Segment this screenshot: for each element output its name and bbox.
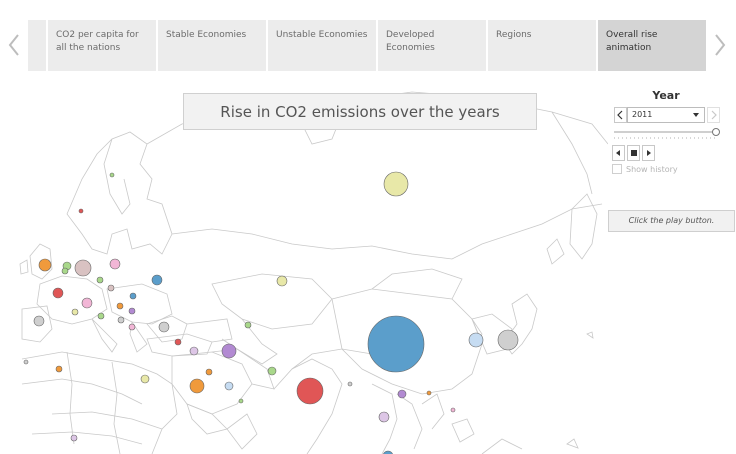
step-back-icon	[616, 150, 620, 156]
dashboard-tabs: CO2 per capita for all the nations Stabl…	[28, 20, 708, 71]
emission-bubble[interactable]	[70, 434, 78, 442]
emission-bubble[interactable]	[174, 338, 182, 346]
emission-bubble[interactable]	[61, 267, 69, 275]
play-button[interactable]	[642, 145, 655, 161]
tab-regions[interactable]: Regions	[488, 20, 596, 71]
stop-button[interactable]	[627, 145, 640, 161]
emission-bubble[interactable]	[189, 346, 199, 356]
emission-bubble[interactable]	[450, 407, 456, 413]
emission-bubble[interactable]	[140, 374, 150, 384]
tab-label: Regions	[496, 30, 532, 40]
emission-bubble[interactable]	[151, 274, 163, 286]
emission-bubble[interactable]	[109, 172, 115, 178]
tab-stable-economies[interactable]: Stable Economies	[158, 20, 266, 71]
emission-bubble[interactable]	[81, 297, 93, 309]
year-slider-track[interactable]	[614, 131, 715, 133]
emission-bubble[interactable]	[109, 258, 121, 270]
chevron-left-icon	[8, 34, 19, 56]
emission-bubble[interactable]	[55, 365, 63, 373]
step-back-button[interactable]	[612, 145, 625, 161]
tab-label: Unstable Economies	[276, 30, 368, 40]
emission-bubble[interactable]	[116, 302, 124, 310]
emission-bubble[interactable]	[383, 171, 409, 197]
tab-co2-per-capita[interactable]: CO2 per capita for all the nations	[48, 20, 156, 71]
caret-down-icon	[693, 113, 699, 117]
emission-bubble[interactable]	[296, 377, 324, 405]
emission-bubble[interactable]	[221, 343, 237, 359]
year-dropdown-value: 2011	[632, 110, 653, 119]
emission-bubble[interactable]	[383, 450, 393, 454]
emission-bubble[interactable]	[38, 258, 52, 272]
emission-bubble[interactable]	[267, 366, 277, 376]
next-dashboard-arrow[interactable]	[710, 30, 730, 60]
emission-bubble[interactable]	[33, 315, 45, 327]
tab-unstable-economies[interactable]: Unstable Economies	[268, 20, 376, 71]
year-dropdown[interactable]: 2011	[627, 107, 705, 123]
emission-bubble[interactable]	[205, 368, 213, 376]
emission-bubble[interactable]	[397, 389, 407, 399]
emission-bubble[interactable]	[468, 332, 484, 348]
emission-bubble[interactable]	[107, 284, 115, 292]
emission-bubble[interactable]	[78, 208, 84, 214]
stop-icon	[631, 150, 637, 156]
tab-label: Developed Economies	[386, 30, 435, 53]
year-slider-handle[interactable]	[712, 128, 720, 136]
emission-bubble[interactable]	[276, 275, 288, 287]
tab-label: Overall rise animation	[606, 30, 658, 53]
chevron-left-icon	[617, 110, 623, 120]
emission-bubble[interactable]	[128, 323, 136, 331]
show-history-label: Show history	[626, 164, 678, 174]
emission-bubble[interactable]	[74, 259, 92, 277]
tab-label: CO2 per capita for all the nations	[56, 30, 139, 53]
tab-overall-rise-animation[interactable]: Overall rise animation	[598, 20, 706, 71]
chevron-right-icon	[715, 34, 726, 56]
emission-bubble[interactable]	[426, 390, 432, 396]
emission-bubbles	[23, 171, 519, 454]
emission-bubble[interactable]	[189, 378, 205, 394]
emission-bubble[interactable]	[52, 287, 64, 299]
show-history-option[interactable]: Show history	[612, 164, 678, 174]
emission-bubble[interactable]	[347, 381, 353, 387]
year-next-button[interactable]	[707, 107, 720, 123]
emission-bubble[interactable]	[97, 312, 105, 320]
emission-bubble[interactable]	[96, 276, 104, 284]
emission-bubble[interactable]	[128, 307, 136, 315]
emission-bubble[interactable]	[117, 316, 125, 324]
emission-bubble[interactable]	[129, 292, 137, 300]
tab-spacer	[28, 20, 46, 71]
emission-bubble[interactable]	[378, 411, 390, 423]
play-icon	[647, 150, 651, 156]
tab-developed-economies[interactable]: Developed Economies	[378, 20, 486, 71]
tab-label: Stable Economies	[166, 30, 247, 40]
year-slider-ticks	[614, 137, 715, 139]
emission-bubble[interactable]	[23, 359, 29, 365]
map-canvas	[19, 91, 608, 454]
emission-bubble[interactable]	[71, 308, 79, 316]
emission-bubble[interactable]	[497, 329, 519, 351]
show-history-checkbox[interactable]	[612, 164, 622, 174]
emission-bubble[interactable]	[238, 398, 244, 404]
emission-bubble[interactable]	[158, 321, 170, 333]
year-prev-button[interactable]	[614, 107, 627, 123]
play-hint-caption: Click the play button.	[608, 210, 735, 232]
emission-bubble[interactable]	[367, 315, 425, 373]
map-title: Rise in CO2 emissions over the years	[183, 93, 537, 130]
prev-dashboard-arrow[interactable]	[4, 30, 24, 60]
emission-bubble[interactable]	[224, 381, 234, 391]
year-label: Year	[652, 89, 680, 102]
emission-bubble[interactable]	[244, 321, 252, 329]
world-map[interactable]	[12, 84, 608, 454]
chevron-right-icon	[711, 110, 717, 120]
